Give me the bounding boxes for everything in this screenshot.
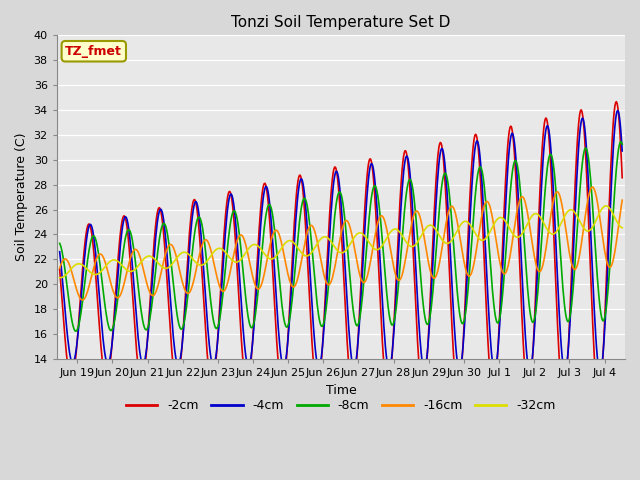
Text: TZ_fmet: TZ_fmet — [65, 45, 122, 58]
Legend: -2cm, -4cm, -8cm, -16cm, -32cm: -2cm, -4cm, -8cm, -16cm, -32cm — [121, 395, 561, 418]
Y-axis label: Soil Temperature (C): Soil Temperature (C) — [15, 133, 28, 262]
Title: Tonzi Soil Temperature Set D: Tonzi Soil Temperature Set D — [231, 15, 451, 30]
X-axis label: Time: Time — [326, 384, 356, 396]
